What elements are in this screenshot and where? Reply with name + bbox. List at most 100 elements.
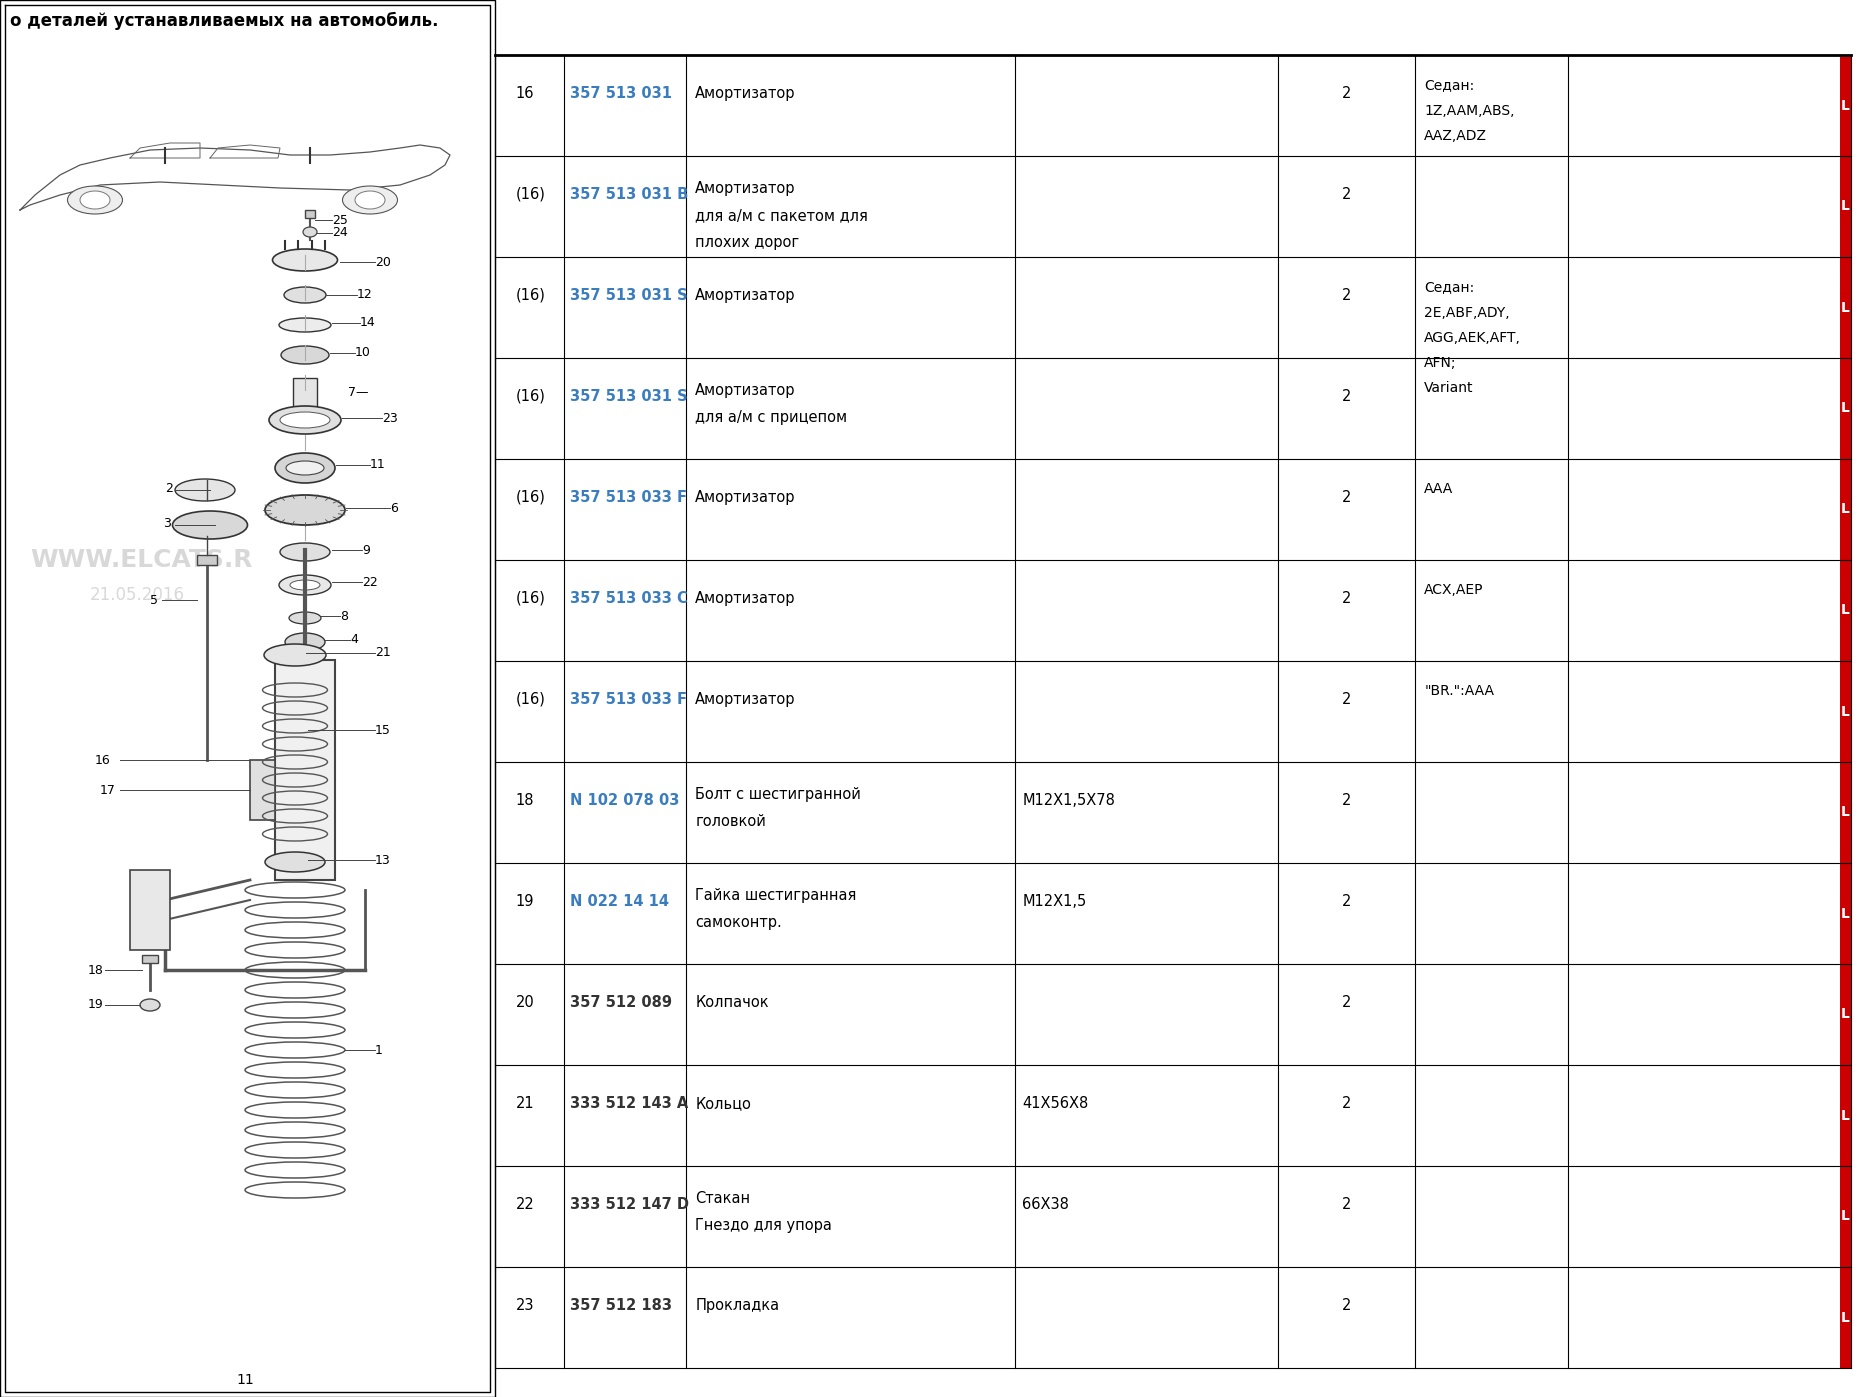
Text: самоконтр.: самоконтр. [695, 915, 782, 930]
Text: N 102 078 03: N 102 078 03 [570, 793, 680, 807]
Text: 2: 2 [1343, 692, 1352, 707]
Text: о деталей устанавливаемых на автомобиль.: о деталей устанавливаемых на автомобиль. [9, 13, 438, 31]
Text: 2: 2 [1343, 388, 1352, 404]
Bar [197, 555, 218, 564]
Text: Амортизатор: Амортизатор [695, 180, 795, 196]
Text: Гнездо для упора: Гнездо для упора [695, 1218, 832, 1234]
Text: Гайка шестигранная: Гайка шестигранная [695, 888, 857, 902]
Bar [0, 0, 495, 1397]
Text: 6: 6 [389, 502, 398, 514]
Text: 20: 20 [516, 995, 534, 1010]
Text: Кольцо: Кольцо [695, 1095, 750, 1111]
Text: 22: 22 [361, 576, 378, 588]
Text: для а/м с пакетом для: для а/м с пакетом для [695, 208, 868, 224]
Text: 8: 8 [341, 609, 348, 623]
Text: Амортизатор: Амортизатор [695, 490, 795, 504]
Bar [1840, 1166, 1851, 1267]
Ellipse shape [343, 186, 397, 214]
Bar [1840, 1267, 1851, 1368]
Text: 357 513 033 F: 357 513 033 F [570, 490, 687, 504]
Text: 14: 14 [359, 317, 376, 330]
Text: Болт с шестигранной: Болт с шестигранной [695, 787, 862, 802]
Ellipse shape [290, 580, 320, 590]
Text: Амортизатор: Амортизатор [695, 288, 795, 303]
Text: 357 513 031 S: 357 513 031 S [570, 388, 687, 404]
Text: M12X1,5: M12X1,5 [1022, 894, 1087, 909]
Text: плохих дорог: плохих дорог [695, 235, 799, 250]
Ellipse shape [140, 999, 160, 1011]
Text: (16): (16) [516, 692, 546, 707]
Ellipse shape [279, 412, 330, 427]
Text: 7—: 7— [348, 387, 369, 400]
Text: 2: 2 [166, 482, 173, 495]
Text: L: L [1842, 907, 1851, 921]
Ellipse shape [304, 226, 317, 237]
Text: L: L [1842, 806, 1851, 820]
Text: Прокладка: Прокладка [695, 1298, 780, 1313]
Text: AAZ,ADZ: AAZ,ADZ [1424, 129, 1488, 142]
Bar [1840, 156, 1851, 257]
Text: 2: 2 [1343, 1095, 1352, 1111]
Text: 25: 25 [331, 214, 348, 226]
Text: 357 513 031: 357 513 031 [570, 85, 672, 101]
Text: 20: 20 [374, 256, 391, 268]
Text: (16): (16) [516, 187, 546, 203]
Bar [292, 379, 317, 414]
Text: 2: 2 [1343, 1298, 1352, 1313]
Text: 11: 11 [236, 1373, 253, 1387]
Text: 2: 2 [1343, 793, 1352, 807]
Text: L: L [1842, 1108, 1851, 1123]
Text: ACX,AEP: ACX,AEP [1424, 584, 1484, 598]
Text: L: L [1842, 1310, 1851, 1324]
Text: 10: 10 [356, 346, 371, 359]
Text: M12X1,5X78: M12X1,5X78 [1022, 793, 1115, 807]
Text: Седан:: Седан: [1424, 78, 1475, 92]
Text: 357 513 033 C: 357 513 033 C [570, 591, 687, 606]
Ellipse shape [281, 346, 330, 365]
Text: (16): (16) [516, 388, 546, 404]
Text: 18: 18 [516, 793, 534, 807]
Bar [276, 659, 335, 880]
Ellipse shape [264, 495, 344, 525]
Ellipse shape [264, 852, 326, 872]
Text: 23: 23 [516, 1298, 534, 1313]
Text: AAA: AAA [1424, 482, 1454, 496]
Text: 15: 15 [374, 724, 391, 736]
Text: Колпачок: Колпачок [695, 995, 769, 1010]
Text: (16): (16) [516, 490, 546, 504]
Bar [1840, 54, 1851, 156]
Text: 21: 21 [374, 647, 391, 659]
Text: 333 512 147 D: 333 512 147 D [570, 1197, 689, 1211]
Text: 357 512 089: 357 512 089 [570, 995, 672, 1010]
Text: 357 513 031 S: 357 513 031 S [570, 288, 687, 303]
Text: N 022 14 14: N 022 14 14 [570, 894, 668, 909]
Ellipse shape [285, 633, 326, 651]
Text: 22: 22 [516, 1197, 534, 1211]
Text: 16: 16 [516, 85, 534, 101]
Text: Variant: Variant [1424, 381, 1475, 395]
Bar [1840, 964, 1851, 1065]
Ellipse shape [276, 453, 335, 483]
Text: 333 512 143 A: 333 512 143 A [570, 1095, 687, 1111]
Text: 357 513 033 F: 357 513 033 F [570, 692, 687, 707]
Ellipse shape [285, 286, 326, 303]
Text: 2: 2 [1343, 995, 1352, 1010]
Text: 11: 11 [371, 458, 385, 472]
Text: 16: 16 [95, 753, 110, 767]
Ellipse shape [279, 319, 331, 332]
Text: 19: 19 [88, 999, 104, 1011]
Ellipse shape [67, 186, 123, 214]
Ellipse shape [287, 461, 324, 475]
Ellipse shape [173, 511, 248, 539]
Text: головкой: головкой [695, 814, 765, 828]
Bar [1840, 661, 1851, 761]
Text: 1Z,AAM,ABS,: 1Z,AAM,ABS, [1424, 103, 1516, 117]
Text: 19: 19 [516, 894, 534, 909]
Text: 3: 3 [164, 517, 171, 529]
Ellipse shape [175, 479, 235, 502]
Text: (16): (16) [516, 591, 546, 606]
Bar [1840, 460, 1851, 560]
Bar [1840, 1065, 1851, 1166]
Ellipse shape [264, 644, 326, 666]
Text: L: L [1842, 300, 1851, 314]
